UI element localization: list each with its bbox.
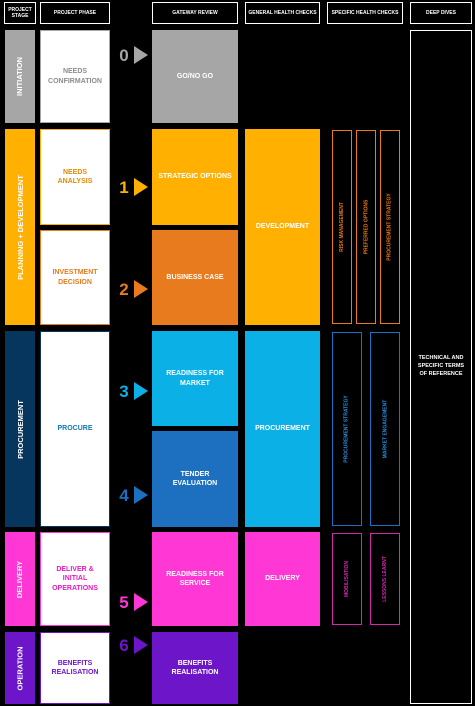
stage-initiation: INITIATION — [5, 30, 35, 123]
gate-number-4: 4 — [119, 486, 129, 505]
specific-check-procurement-strategy-label: PROCUREMENT STRATEGY — [344, 395, 351, 463]
gate-number-2: 2 — [119, 280, 129, 299]
gateway-strategic-options: STRATEGIC OPTIONS — [152, 129, 238, 225]
specific-check-procurement-strategy: PROCUREMENT STRATEGY — [332, 332, 362, 526]
gate-arrow-6-icon — [134, 636, 148, 654]
stage-procurement: PROCUREMENT — [5, 331, 35, 527]
gate-number-1: 1 — [119, 178, 129, 197]
gateway-business-case: BUSINESS CASE — [152, 230, 238, 325]
specific-check-preferred-options-label: PREFERRED OPTIONS — [363, 199, 370, 255]
gateway-go-no-go: GO/NO GO — [152, 30, 238, 123]
header-gateway-review: GATEWAY REVIEW — [152, 2, 238, 24]
stage-planning-development: PLANNING + DEVELOPMENT — [5, 129, 35, 325]
gate-number-0: 0 — [119, 46, 129, 65]
specific-check-procurement-strategy-planning: PROCUREMENT STRATEGY — [380, 130, 400, 324]
general-health-check-development: DEVELOPMENT — [245, 129, 320, 325]
gate-number-6: 6 — [119, 636, 129, 655]
phase-needs-confirmation: NEEDS CONFIRMATION — [40, 30, 110, 123]
stage-procurement-label: PROCUREMENT — [15, 399, 25, 459]
stage-initiation-label: INITIATION — [15, 56, 25, 97]
deep-dives-terms-of-reference: TECHNICAL AND SPECIFIC TERMS OF REFERENC… — [410, 30, 472, 704]
gate-number-5: 5 — [119, 593, 129, 612]
specific-check-risk-management-label: RISK MANAGEMENT — [339, 202, 346, 252]
gateway-readiness-for-market: READINESS FOR MARKET — [152, 331, 238, 426]
specific-check-market-engagement: MARKET ENGAGEMENT — [370, 332, 400, 526]
phase-benefits-realisation: BENEFITS REALISATION — [40, 632, 110, 704]
header-specific-health-checks: SPECIFIC HEALTH CHECKS — [327, 2, 403, 24]
general-health-check-delivery: DELIVERY — [245, 532, 320, 626]
specific-check-lessons-learnt-label: LESSONS LEARNT — [382, 556, 388, 602]
stage-delivery-label: DELIVERY — [15, 560, 25, 598]
gate-arrow-1-icon — [134, 178, 148, 196]
gate-arrow-0-icon — [134, 46, 148, 64]
gate-arrow-5-icon — [134, 593, 148, 611]
gateway-benefits-realisation: BENEFITS REALISATION — [152, 632, 238, 704]
specific-check-mobilisation: MOBILISATION — [332, 533, 362, 625]
gate-arrow-4-icon — [134, 486, 148, 504]
gate-number-3: 3 — [119, 382, 129, 401]
specific-check-market-engagement-label: MARKET ENGAGEMENT — [382, 399, 388, 459]
gateway-readiness-for-service: READINESS FOR SERVICE — [152, 532, 238, 626]
specific-check-mobilisation-label: MOBILISATION — [344, 560, 351, 598]
header-general-health-checks: GENERAL HEALTH CHECKS — [245, 2, 320, 24]
phase-needs-analysis: NEEDS ANALYSIS — [40, 129, 110, 225]
phase-deliver-initial-operations: DELIVER & INITIAL OPERATIONS — [40, 532, 110, 626]
phase-procure: PROCURE — [40, 331, 110, 527]
gate-arrow-2-icon — [134, 280, 148, 298]
general-health-check-procurement: PROCUREMENT — [245, 331, 320, 527]
header-project-stage: PROJECT STAGE — [4, 2, 36, 24]
specific-check-lessons-learnt: LESSONS LEARNT — [370, 533, 400, 625]
stage-planning-label: PLANNING + DEVELOPMENT — [15, 174, 25, 280]
stage-operation: OPERATION — [5, 632, 35, 704]
stage-delivery: DELIVERY — [5, 532, 35, 626]
gate-arrow-3-icon — [134, 382, 148, 400]
header-project-phase: PROJECT PHASE — [40, 2, 110, 24]
phase-investment-decision: INVESTMENT DECISION — [40, 230, 110, 325]
specific-check-preferred-options: PREFERRED OPTIONS — [356, 130, 376, 324]
specific-check-procurement-strategy-planning-label: PROCUREMENT STRATEGY — [387, 193, 394, 261]
header-deep-dives: DEEP DIVES — [410, 2, 472, 24]
specific-check-risk-management: RISK MANAGEMENT — [332, 130, 352, 324]
gateway-tender-evaluation: TENDER EVALUATION — [152, 431, 238, 527]
stage-operation-label: OPERATION — [15, 645, 25, 691]
